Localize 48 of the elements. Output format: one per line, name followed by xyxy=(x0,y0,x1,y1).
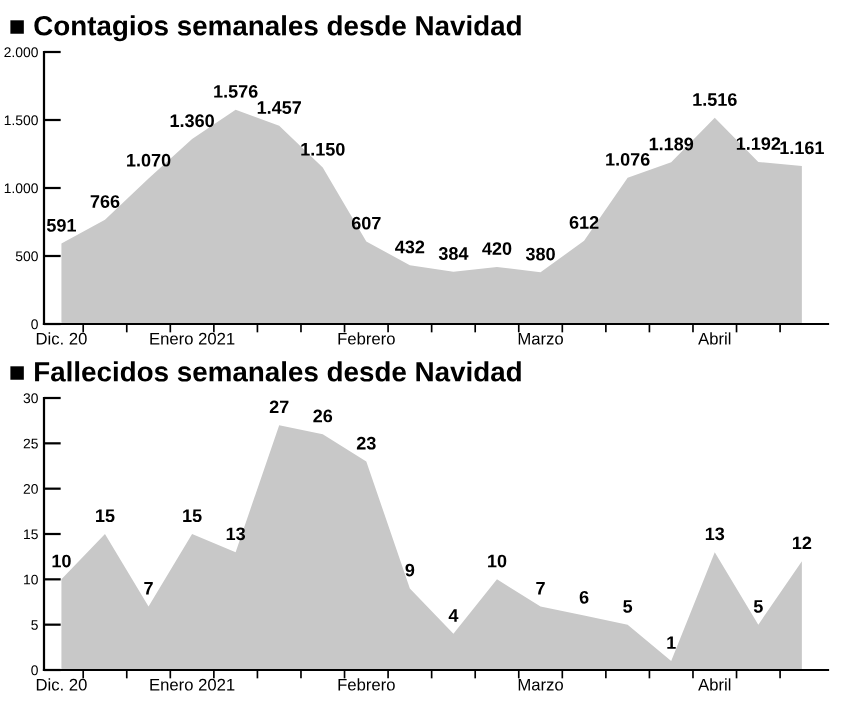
data-label: 432 xyxy=(395,240,425,254)
data-label: 13 xyxy=(226,527,246,541)
x-tick-label: Dic. 20 xyxy=(36,678,87,691)
data-label: 15 xyxy=(96,509,115,523)
x-tick-label: Dic. 20 xyxy=(36,332,87,345)
data-label: 1.360 xyxy=(170,114,214,128)
data-label: 591 xyxy=(46,218,76,232)
data-label: 6 xyxy=(579,590,589,604)
data-label: 380 xyxy=(525,247,555,261)
data-label: 5 xyxy=(623,600,633,613)
data-label: 10 xyxy=(52,554,71,568)
data-label: 9 xyxy=(405,563,415,577)
data-label: 1.576 xyxy=(214,84,258,98)
data-label: 7 xyxy=(144,582,153,595)
chart-title: ■ Fallecidos semanales desde Navidad xyxy=(10,361,521,382)
x-tick-label: Marzo xyxy=(518,332,563,345)
data-label: 12 xyxy=(792,536,812,550)
x-tick-label: Enero 2021 xyxy=(150,332,235,345)
x-tick-label: Febrero xyxy=(338,678,395,691)
x-tick-label: Marzo xyxy=(518,678,563,691)
data-label: 766 xyxy=(90,195,120,208)
data-label: 4 xyxy=(448,609,459,622)
data-label: 384 xyxy=(438,247,469,260)
data-label: 1.192 xyxy=(736,137,781,150)
data-label: 1 xyxy=(667,636,676,649)
data-label: 1.161 xyxy=(780,141,824,155)
data-label: 27 xyxy=(269,400,289,414)
data-label: 1.076 xyxy=(606,152,650,166)
x-tick-label: Febrero xyxy=(338,332,395,345)
x-tick-label: Abril xyxy=(698,332,731,345)
data-label: 15 xyxy=(183,509,202,523)
data-label: 10 xyxy=(488,554,507,568)
x-tick-label: Abril xyxy=(698,678,731,691)
data-label: 1.150 xyxy=(301,142,345,156)
data-label: 1.070 xyxy=(127,153,171,167)
data-label: 13 xyxy=(705,527,725,541)
x-tick-label: Enero 2021 xyxy=(150,678,235,691)
data-label: 26 xyxy=(313,409,333,423)
data-label: 1.189 xyxy=(649,137,694,151)
chart-title: ■ Contagios semanales desde Navidad xyxy=(10,15,521,42)
data-label: 612 xyxy=(569,216,599,229)
data-label: 1.516 xyxy=(693,93,737,106)
data-label: 607 xyxy=(351,216,381,230)
data-label: 1.457 xyxy=(257,101,301,114)
data-label: 420 xyxy=(482,242,512,255)
data-label: 23 xyxy=(356,436,376,450)
data-label: 5 xyxy=(753,600,763,613)
data-label: 7 xyxy=(536,582,545,595)
